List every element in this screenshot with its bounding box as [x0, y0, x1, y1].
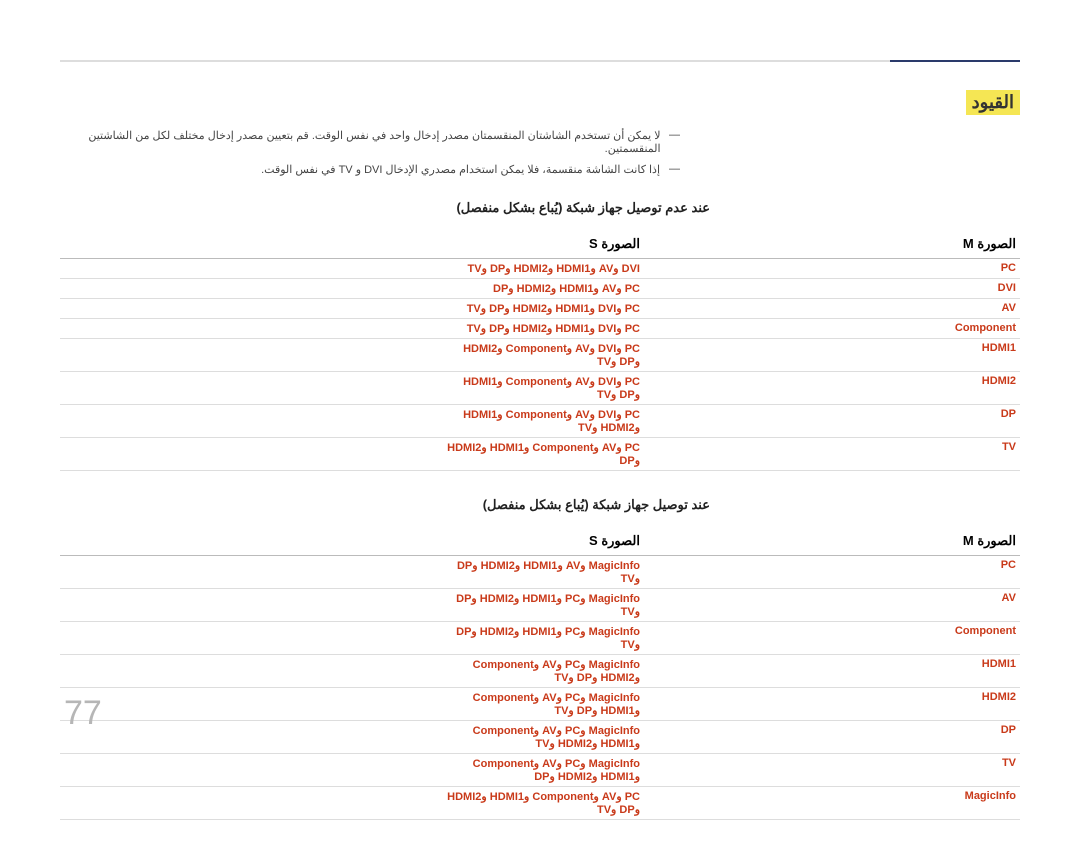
table-row: HDMI2MagicInfo وPC وAV وComponent وHDMI1…	[60, 688, 1020, 721]
table-row: AVPC وDVI وHDMI1 وHDMI2 وDP وTV	[60, 299, 1020, 319]
section-title: القيود	[966, 90, 1020, 115]
note-text: إذا كانت الشاشة منقسمة، فلا يمكن استخدام…	[261, 163, 660, 176]
table-row: DPPC وDVI وAV وComponent وHDMI1 وHDMI2 و…	[60, 405, 1020, 438]
table2: الصورة M الصورة S PCMagicInfo وAV وHDMI1…	[60, 527, 1020, 820]
top-divider	[60, 60, 1020, 62]
header-sub: الصورة S	[440, 236, 640, 252]
note-row: ― إذا كانت الشاشة منقسمة، فلا يمكن استخد…	[60, 163, 680, 176]
note-text: لا يمكن أن تستخدم الشاشتان المنقسمتان مص…	[60, 129, 661, 155]
dash-icon: ―	[661, 129, 680, 141]
table-row: HDMI2PC وDVI وAV وComponent وHDMI1 وDP و…	[60, 372, 1020, 405]
table-header: الصورة M الصورة S	[60, 527, 1020, 556]
table-row: PCDVI وAV وHDMI1 وHDMI2 وDP وTV	[60, 259, 1020, 279]
table-row: TVMagicInfo وPC وAV وComponent وHDMI1 وH…	[60, 754, 1020, 787]
table-row: MagicInfoPC وAV وComponent وHDMI1 وHDMI2…	[60, 787, 1020, 820]
dash-icon: ―	[660, 163, 680, 175]
table-row: DVIPC وAV وHDMI1 وHDMI2 وDP	[60, 279, 1020, 299]
header-main: الصورة M	[640, 236, 1020, 252]
note-row: ― لا يمكن أن تستخدم الشاشتان المنقسمتان …	[60, 129, 680, 155]
table1-title: عند عدم توصيل جهاز شبكة (يُباع بشكل منفص…	[60, 200, 710, 216]
table-row: ComponentMagicInfo وPC وHDMI1 وHDMI2 وDP…	[60, 622, 1020, 655]
table-row: DPMagicInfo وPC وAV وComponent وHDMI1 وH…	[60, 721, 1020, 754]
table2-title: عند توصيل جهاز شبكة (يُباع بشكل منفصل)	[60, 497, 710, 513]
notes-block: ― لا يمكن أن تستخدم الشاشتان المنقسمتان …	[60, 129, 680, 176]
header-main: الصورة M	[640, 533, 1020, 549]
table-row: TVPC وAV وComponent وHDMI1 وHDMI2 وDP	[60, 438, 1020, 471]
table-row: AVMagicInfo وPC وHDMI1 وHDMI2 وDP وTV	[60, 589, 1020, 622]
page-content: القيود ― لا يمكن أن تستخدم الشاشتان المن…	[60, 90, 1020, 846]
page-number: 77	[64, 694, 102, 733]
table-row: ComponentPC وDVI وHDMI1 وHDMI2 وDP وTV	[60, 319, 1020, 339]
table1: الصورة M الصورة S PCDVI وAV وHDMI1 وHDMI…	[60, 230, 1020, 471]
table-row: HDMI1MagicInfo وPC وAV وComponent وHDMI2…	[60, 655, 1020, 688]
table-header: الصورة M الصورة S	[60, 230, 1020, 259]
table-row: PCMagicInfo وAV وHDMI1 وHDMI2 وDP وTV	[60, 556, 1020, 589]
header-sub: الصورة S	[440, 533, 640, 549]
table-row: HDMI1PC وDVI وAV وComponent وHDMI2 وDP و…	[60, 339, 1020, 372]
